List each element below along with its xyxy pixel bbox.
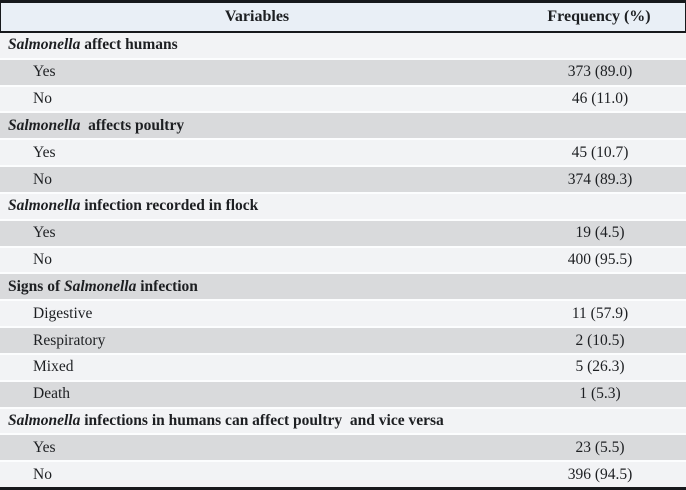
row-label: Respiratory	[33, 331, 106, 349]
row-label: No	[33, 465, 52, 483]
section-label: Salmonella infections in humans can affe…	[0, 412, 514, 430]
row-value: 45 (10.7)	[571, 143, 629, 161]
row-label: No	[33, 251, 52, 269]
italic-term: Salmonella	[8, 197, 81, 215]
section-row-humans-affect-poultry-vice-versa: Salmonella infections in humans can affe…	[0, 408, 686, 436]
row-label: Mixed	[33, 358, 74, 376]
row-label: No	[33, 90, 52, 108]
row-value: 5 (26.3)	[575, 358, 625, 376]
italic-term: Salmonella	[8, 412, 81, 429]
row-value: 2 (10.5)	[575, 331, 625, 349]
row-label: No	[33, 170, 52, 188]
column-header-variables: Variables	[224, 8, 290, 25]
row-label: Yes	[33, 438, 56, 456]
table-row: Respiratory 2 (10.5)	[0, 328, 686, 355]
table-row: Digestive 11 (57.9)	[0, 301, 686, 329]
row-value: 373 (89.0)	[567, 63, 633, 81]
section-row-signs-of-infection: Signs of Salmonella infection	[0, 274, 686, 302]
section-label-text: affects poultry	[80, 116, 185, 134]
section-label: Salmonella affects poultry	[0, 117, 514, 135]
table-row: Mixed 5 (26.3)	[0, 354, 686, 382]
row-value: 19 (4.5)	[575, 224, 625, 242]
section-row-salmonella-affects-poultry: Salmonella affects poultry	[0, 113, 686, 141]
column-header-frequency: Frequency (%)	[547, 8, 651, 25]
table-row: Death 1 (5.3)	[0, 381, 686, 409]
row-value: 23 (5.5)	[575, 438, 625, 456]
table-row: No 374 (89.3)	[0, 167, 686, 194]
table-header-row: Variables Frequency (%)	[0, 3, 686, 33]
table-row: No 396 (94.5)	[0, 462, 686, 488]
italic-term: Salmonella	[8, 116, 81, 134]
section-label: Signs of Salmonella infection	[0, 278, 514, 296]
section-label-text: infections in humans can affect poultry …	[80, 412, 444, 429]
italic-term: Salmonella	[64, 277, 137, 295]
section-label: Salmonella infection recorded in flock	[0, 197, 514, 215]
section-row-infection-recorded-in-flock: Salmonella infection recorded in flock	[0, 193, 686, 221]
section-label-text: infection	[136, 277, 198, 295]
row-label: Yes	[33, 224, 56, 242]
italic-term: Salmonella	[8, 36, 81, 54]
row-value: 1 (5.3)	[579, 385, 621, 403]
row-label: Death	[33, 385, 71, 403]
row-label: Yes	[33, 143, 56, 161]
row-value: 46 (11.0)	[571, 90, 629, 108]
section-label-text: infection recorded in flock	[80, 197, 259, 215]
row-label: Yes	[33, 63, 56, 81]
table-body: Salmonella affect humans Yes 373 (89.0) …	[0, 33, 686, 488]
row-value: 396 (94.5)	[567, 465, 633, 483]
table-row: No 46 (11.0)	[0, 86, 686, 114]
section-label: Salmonella affect humans	[0, 36, 514, 54]
table-row: Yes 45 (10.7)	[0, 140, 686, 168]
row-label: Digestive	[33, 304, 93, 322]
section-label-text: affect humans	[80, 36, 178, 54]
section-row-salmonella-affect-humans: Salmonella affect humans	[0, 33, 686, 60]
section-label-text: Signs of	[8, 277, 64, 295]
row-value: 11 (57.9)	[571, 304, 629, 322]
table-row: Yes 23 (5.5)	[0, 435, 686, 463]
table-row: Yes 19 (4.5)	[0, 220, 686, 248]
table-row: Yes 373 (89.0)	[0, 59, 686, 87]
row-value: 400 (95.5)	[567, 251, 633, 269]
table-row: No 400 (95.5)	[0, 247, 686, 275]
row-value: 374 (89.3)	[567, 170, 633, 188]
